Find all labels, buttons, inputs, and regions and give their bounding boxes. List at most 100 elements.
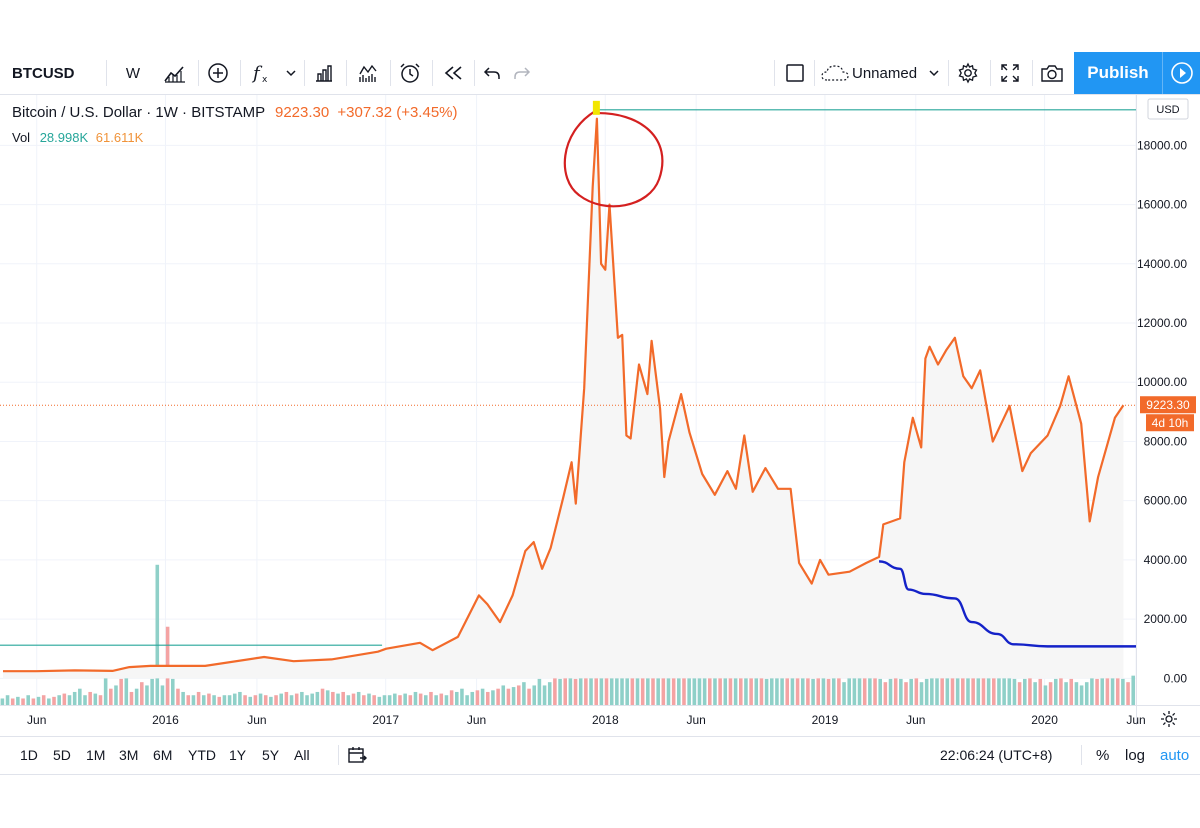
volume-bar	[10, 698, 15, 705]
percent-toggle[interactable]: %	[1096, 746, 1110, 764]
volume-bar	[176, 688, 180, 705]
volume-bars	[0, 564, 1135, 705]
bottom-divider	[0, 736, 1200, 737]
price-tick-label: 18000.00	[1137, 138, 1187, 152]
volume-bar	[806, 675, 810, 705]
undo-icon[interactable]	[478, 52, 506, 94]
price-chart[interactable]: 18000.00 16000.00 14000.00 12000.00 10000.00…	[0, 95, 1200, 735]
volume-bar	[1064, 682, 1068, 705]
volume-bar	[826, 678, 831, 705]
range-6m[interactable]: 6M	[153, 747, 173, 763]
volume-bar	[692, 662, 697, 705]
time-tick-label: Jun	[906, 713, 925, 727]
volume-bar	[243, 695, 247, 705]
log-toggle[interactable]: log	[1125, 746, 1146, 764]
fullscreen-icon[interactable]	[994, 52, 1026, 94]
add-compare-icon[interactable]	[202, 52, 234, 94]
range-ytd[interactable]: YTD	[188, 747, 216, 763]
volume-bar	[909, 678, 913, 705]
volume-bar	[609, 665, 614, 705]
redo-icon[interactable]	[508, 52, 536, 94]
bottom-divider	[338, 745, 339, 765]
publish-button[interactable]: Publish	[1074, 52, 1162, 94]
volume-bar	[542, 685, 547, 705]
price-area	[2, 117, 1125, 679]
settings-icon[interactable]	[952, 52, 984, 94]
volume-bar	[687, 669, 691, 705]
volume-bar	[1002, 669, 1006, 705]
volume-bar	[501, 685, 506, 705]
volume-bar	[904, 682, 908, 705]
volume-bar	[274, 695, 278, 705]
volume-bar	[0, 698, 5, 705]
range-all[interactable]: All	[294, 747, 310, 763]
volume-bar	[811, 678, 815, 705]
volume-bar	[739, 662, 743, 705]
play-icon[interactable]	[1162, 52, 1200, 94]
last-price-label: 9223.30	[1146, 398, 1190, 412]
chevron-down-icon[interactable]	[924, 52, 944, 94]
range-3m[interactable]: 3M	[119, 747, 139, 763]
volume-bar	[346, 695, 351, 705]
chevron-down-icon[interactable]	[280, 52, 302, 94]
volume-bar	[940, 665, 944, 705]
volume-bar	[919, 682, 924, 705]
volume-label: Vol	[12, 130, 31, 145]
price-tick-label: 14000.00	[1137, 257, 1187, 271]
range-5d[interactable]: 5D	[53, 747, 71, 763]
volume-bar	[744, 665, 748, 705]
price-tick-label: 0.00	[1164, 671, 1188, 685]
volume-bar	[196, 691, 201, 705]
volume-bar	[238, 691, 242, 705]
replay-icon[interactable]	[438, 52, 470, 94]
volume-bar	[666, 659, 671, 705]
symbol-search-button[interactable]: BTCUSD	[12, 64, 75, 82]
clock[interactable]: 22:06:24 (UTC+8)	[940, 747, 1053, 763]
volume-bar	[697, 656, 702, 705]
time-tick-label: 2020	[1031, 713, 1058, 727]
bar-style-icon[interactable]	[158, 52, 192, 94]
range-5y[interactable]: 5Y	[262, 747, 280, 763]
price-axis: 18000.00 16000.00 14000.00 12000.00 10000.00…	[1137, 98, 1196, 685]
volume-bar	[98, 695, 103, 705]
volume-bar	[713, 672, 717, 705]
countdown-badge	[1146, 414, 1194, 432]
volume-bar	[522, 682, 526, 705]
templates-icon[interactable]	[352, 52, 384, 94]
range-1m[interactable]: 1M	[86, 747, 106, 763]
volume-bar	[289, 695, 294, 705]
volume-bar	[723, 669, 728, 705]
volume-bar	[31, 698, 36, 705]
range-1y[interactable]: 1Y	[229, 747, 247, 763]
financials-icon[interactable]	[308, 52, 340, 94]
cloud-icon[interactable]	[820, 52, 850, 94]
volume-bar	[584, 665, 588, 705]
goto-date-icon[interactable]	[346, 738, 368, 772]
price-line	[3, 117, 1125, 673]
axis-settings-icon[interactable]	[1161, 711, 1177, 727]
volume-bar	[651, 662, 655, 705]
volume-bar	[258, 693, 263, 705]
volume-bar	[434, 695, 438, 705]
volume-bar	[599, 662, 604, 705]
range-1d[interactable]: 1D	[20, 747, 38, 763]
volume-bar	[227, 695, 232, 705]
volume-bar	[393, 693, 397, 705]
volume-bar	[837, 672, 841, 705]
volume-bar	[57, 695, 61, 705]
volume-bar	[527, 688, 531, 705]
select-layout-icon[interactable]	[780, 52, 810, 94]
interval-button[interactable]: W	[125, 64, 141, 82]
layout-name[interactable]: Unnamed	[852, 64, 918, 82]
volume-bar	[1100, 672, 1105, 705]
alert-icon[interactable]	[394, 52, 426, 94]
volume-bar	[795, 665, 800, 705]
volume-bar	[754, 675, 759, 705]
volume-bar	[1105, 656, 1110, 705]
camera-icon[interactable]	[1036, 52, 1068, 94]
volume-value: 61.611K	[95, 130, 144, 145]
auto-toggle[interactable]: auto	[1160, 746, 1190, 764]
volume-bar	[480, 688, 485, 705]
